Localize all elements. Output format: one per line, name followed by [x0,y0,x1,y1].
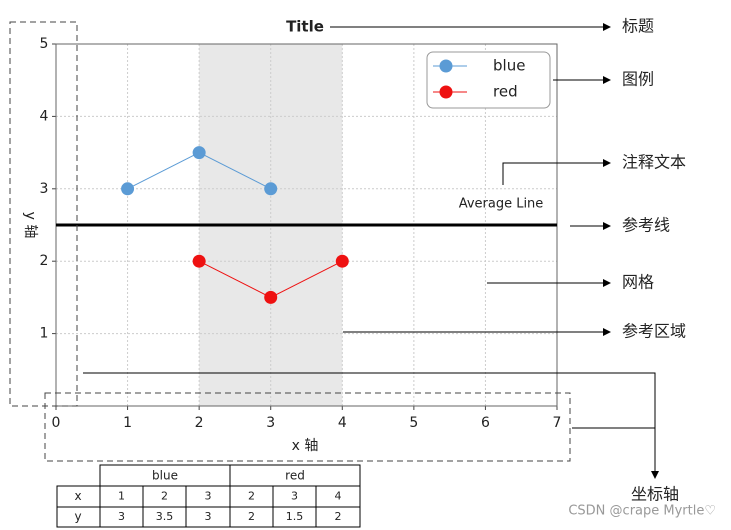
table-header: blue [152,469,178,483]
y-tick-label: 3 [40,181,49,197]
callout-arrow [83,372,659,479]
legend-marker [439,85,453,99]
table-row-label: x [74,489,81,503]
annotation-text: Average Line [459,197,544,212]
axis-box [44,392,571,462]
callout-arrow [502,159,611,185]
axis-box [9,21,78,407]
data-point [121,182,135,196]
y-tick-label: 4 [40,108,49,124]
data-point [264,182,278,196]
y-tick-label: 5 [40,36,49,52]
callout-label: 坐标轴 [631,485,679,504]
x-tick-label: 7 [553,415,562,431]
table-cell: 1.5 [286,510,304,523]
x-tick-label: 5 [409,415,418,431]
table-header: red [285,469,305,483]
table-cell: 2 [161,490,168,503]
legend-label: red [493,83,518,101]
callout-label: 参考区域 [622,322,686,341]
callout-label: 网格 [622,273,654,292]
callout-label: 图例 [622,70,654,89]
legend-label: blue [493,57,525,75]
table-cell: 4 [335,490,342,503]
chart-title: Title [286,18,324,36]
x-tick-label: 2 [195,415,204,431]
watermark: CSDN @crape Myrtle♡ [568,504,716,519]
data-point [192,146,206,160]
x-tick-label: 0 [52,415,61,431]
x-tick-label: 1 [123,415,132,431]
table-cell: 1 [118,490,125,503]
data-point [335,254,349,268]
x-axis-label: x 轴 [292,438,319,454]
table-cell: 3 [205,490,212,503]
table-cell: 2 [248,510,255,523]
x-tick-label: 4 [338,415,347,431]
table-cell: 3 [291,490,298,503]
table-cell: 2 [248,490,255,503]
callout-label: 标题 [622,17,654,36]
table-cell: 3.5 [156,510,174,523]
table-row-label: y [74,510,81,524]
callout-label: 参考线 [622,216,670,235]
x-tick-label: 3 [266,415,275,431]
y-tick-label: 1 [40,326,49,342]
y-axis-label: y 轴 [22,212,38,239]
y-tick-label: 2 [40,253,49,269]
legend-marker [439,59,453,73]
callout-label: 注释文本 [622,153,686,172]
x-tick-label: 6 [481,415,490,431]
data-point [192,254,206,268]
table-cell: 3 [205,510,212,523]
table-cell: 3 [118,510,125,523]
table-cell: 2 [335,510,342,523]
data-point [264,290,278,304]
